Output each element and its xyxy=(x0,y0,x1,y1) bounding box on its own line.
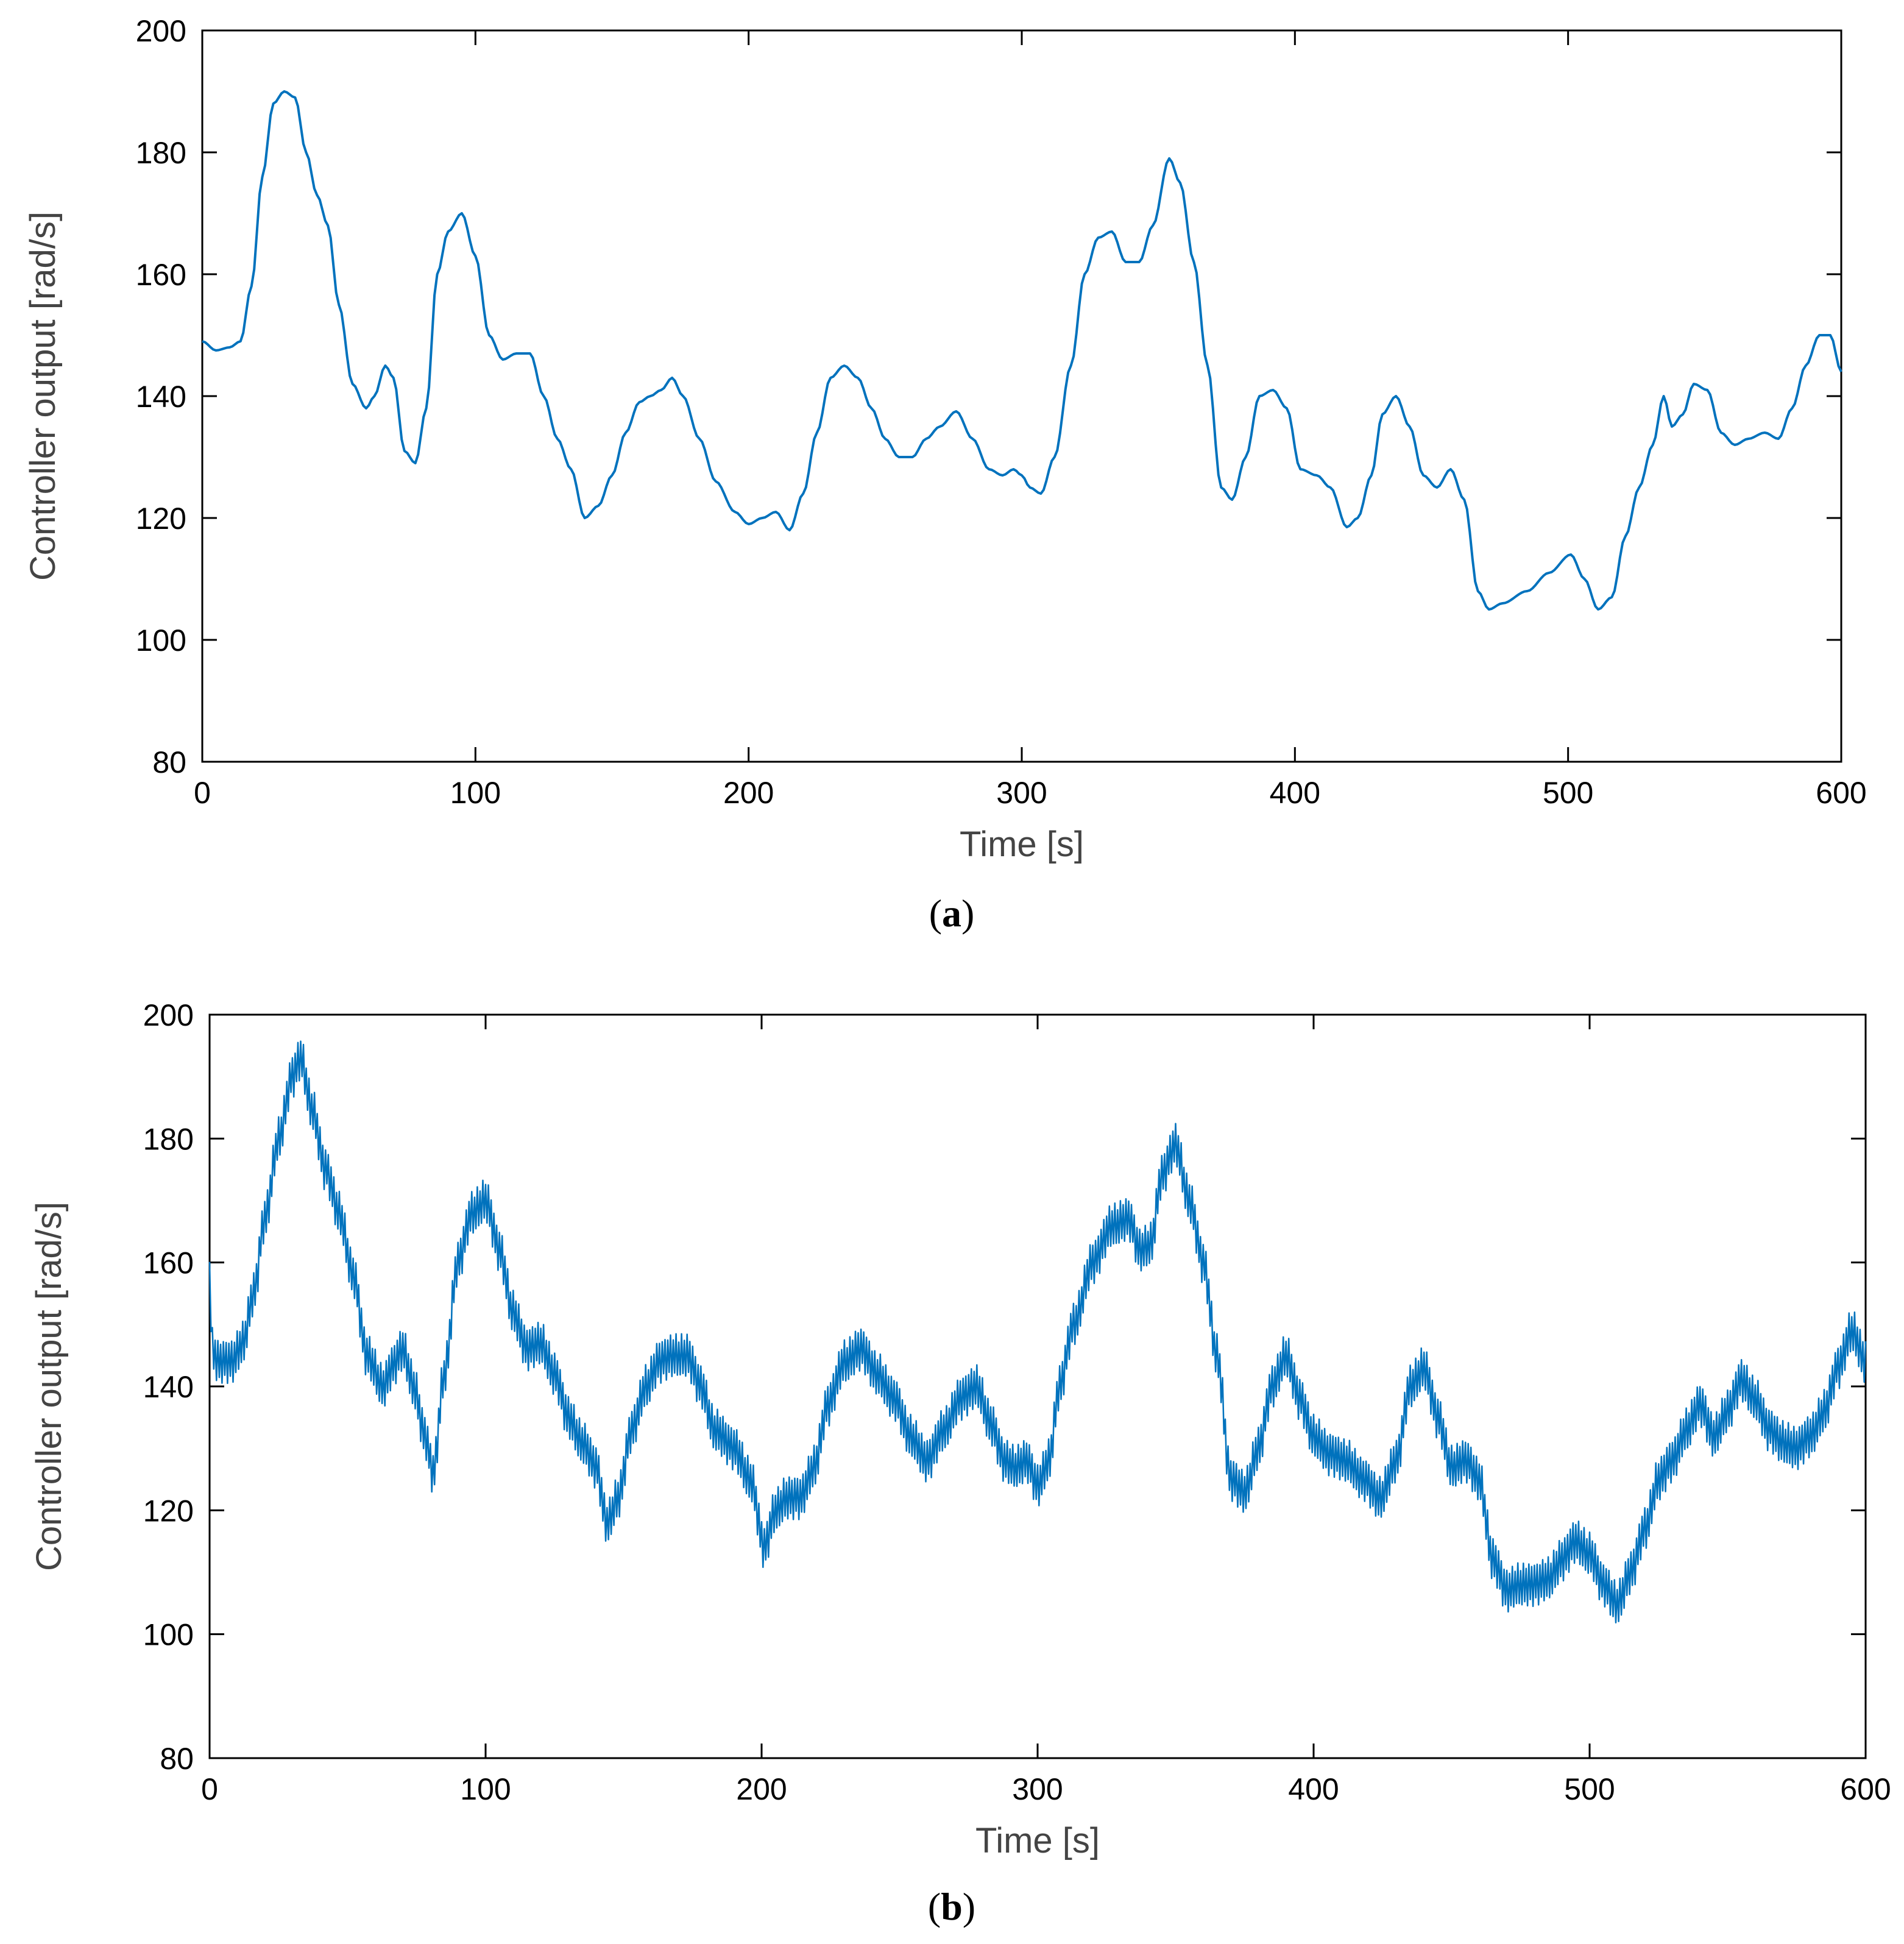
panel-b-ytick-label-4: 160 xyxy=(143,1246,194,1280)
panel-b-ticks: 0 100 200 300 400 500 600 80 100 120 140 160 180 200 xyxy=(143,998,1891,1806)
panel-b-xtick-label-6: 600 xyxy=(1840,1772,1891,1806)
panel-b-xtick-label-2: 200 xyxy=(736,1772,787,1806)
panel-b-series-line xyxy=(208,1040,1867,1623)
panel-b-xtick-label-3: 300 xyxy=(1012,1772,1063,1806)
panel-a-ticks: 0 100 200 300 400 500 600 80 100 120 140 160 180 200 xyxy=(136,14,1867,810)
panel-b-xtick-label-4: 400 xyxy=(1288,1772,1339,1806)
panel-b-caption-letter: b xyxy=(941,1885,963,1928)
panel-b-ytick-label-1: 100 xyxy=(143,1618,194,1652)
panel-a-series-line xyxy=(202,90,1842,611)
panel-a-ytick-label-4: 160 xyxy=(136,258,186,292)
panel-a-xtick-label-1: 100 xyxy=(450,776,501,810)
panel-a-xtick-label-5: 500 xyxy=(1543,776,1593,810)
panel-a-ytick-label-6: 200 xyxy=(136,14,186,48)
panel-b-ytick-label-2: 120 xyxy=(143,1494,194,1528)
panel-a: 0 100 200 300 400 500 60080100120140160180200 … xyxy=(23,14,1867,935)
panel-a-ytick-label-3: 140 xyxy=(136,380,186,414)
panel-a-caption-letter: a xyxy=(942,892,961,935)
panel-b-caption-open: ( xyxy=(928,1885,941,1928)
panel-a-xtick-label-2: 200 xyxy=(723,776,774,810)
panel-b-caption: (b) xyxy=(928,1885,975,1928)
panel-a-xtick-label-0: 0 xyxy=(194,776,211,810)
panel-b-xtick-label-0: 0 xyxy=(201,1772,218,1806)
panel-a-xtick-label-4: 400 xyxy=(1270,776,1320,810)
panel-a-ytick-label-0: 80 xyxy=(152,745,186,779)
panel-a-xlabel: Time [s] xyxy=(960,825,1084,864)
panel-b-caption-close: ) xyxy=(963,1885,975,1928)
panel-a-caption-close: ) xyxy=(961,892,974,935)
panel-a-ytick-label-1: 100 xyxy=(136,623,186,658)
panel-b: 0 100 200 300 400 500 60080100120140160180200 … xyxy=(29,998,1891,1928)
panel-b-ylabel: Controller output [rad/s] xyxy=(29,1202,69,1571)
panel-b-xtick-label-5: 500 xyxy=(1564,1772,1615,1806)
panel-a-ytick-label-5: 180 xyxy=(136,136,186,170)
panel-b-xlabel: Time [s] xyxy=(975,1821,1100,1861)
panel-b-ytick-label-0: 80 xyxy=(160,1742,194,1776)
panel-a-caption: (a) xyxy=(929,892,975,935)
panel-b-xtick-label-1: 100 xyxy=(460,1772,511,1806)
panel-b-ytick-label-6: 200 xyxy=(143,998,194,1032)
panel-b-ytick-label-3: 140 xyxy=(143,1370,194,1404)
panel-b-ytick-label-5: 180 xyxy=(143,1122,194,1156)
panel-a-xtick-label-3: 300 xyxy=(996,776,1047,810)
panel-a-caption-open: ( xyxy=(929,892,942,935)
panel-a-ylabel: Controller output [rad/s] xyxy=(23,211,63,581)
panel-a-ytick-label-2: 120 xyxy=(136,502,186,536)
panel-a-xtick-label-6: 600 xyxy=(1816,776,1866,810)
